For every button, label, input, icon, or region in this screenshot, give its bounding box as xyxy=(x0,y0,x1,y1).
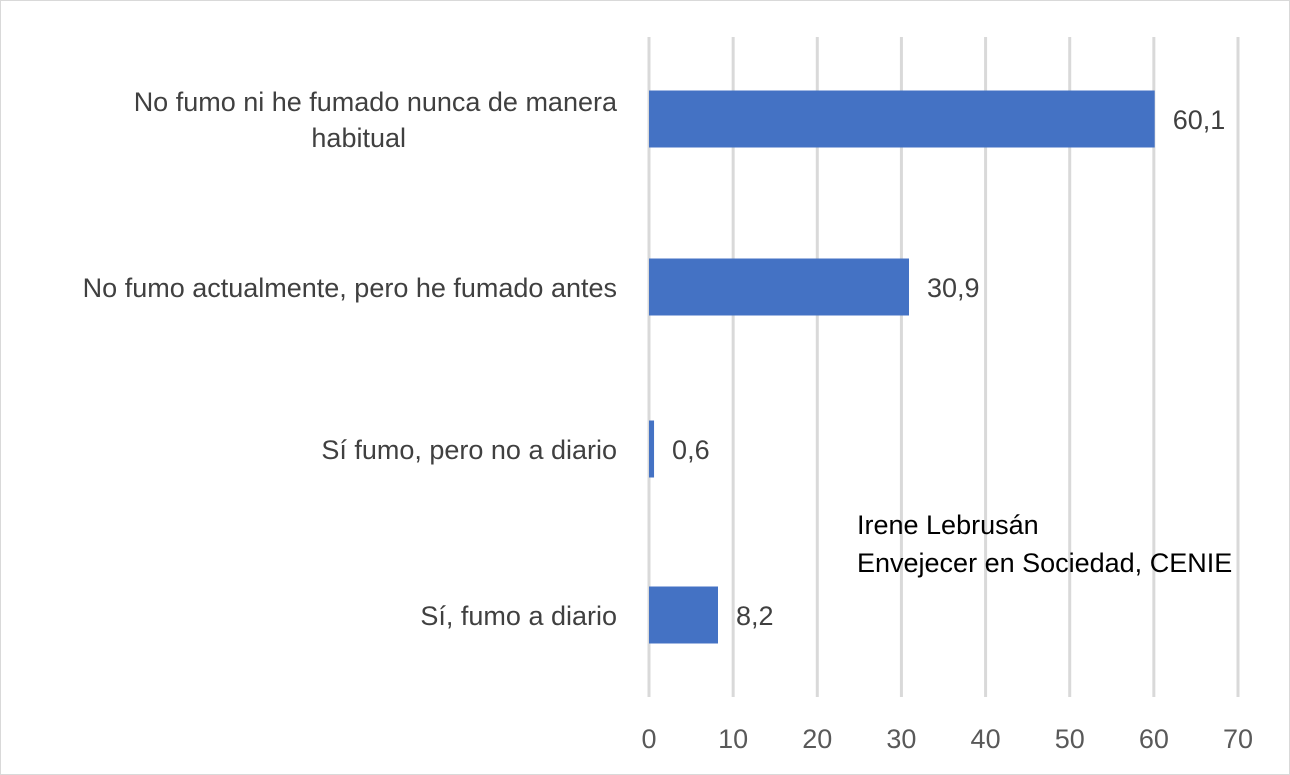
category-label: No fumo ni he fumado nunca de manera habi… xyxy=(134,87,618,153)
data-label: 0,6 xyxy=(672,435,710,465)
bar xyxy=(649,420,655,478)
x-tick-label: 0 xyxy=(641,724,656,754)
category-label-line: No fumo actualmente, pero he fumado ante… xyxy=(83,273,617,303)
category-label-line: Sí fumo, pero no a diario xyxy=(321,435,617,465)
category-labels: No fumo ni he fumado nunca de manera habi… xyxy=(83,87,618,631)
category-label: Sí, fumo a diario xyxy=(420,601,617,631)
category-label-line: No fumo ni he fumado nunca de manera xyxy=(134,87,618,117)
x-tick-label: 20 xyxy=(802,724,832,754)
annotation-author: Irene Lebrusán xyxy=(857,510,1039,540)
source-annotation: Irene Lebrusán Envejecer en Sociedad, CE… xyxy=(857,506,1232,582)
data-label: 30,9 xyxy=(927,273,980,303)
x-tick-label: 10 xyxy=(718,724,748,754)
x-tick-label: 70 xyxy=(1223,724,1253,754)
data-label: 60,1 xyxy=(1173,105,1226,135)
category-label-line: habitual xyxy=(311,123,406,153)
category-label: No fumo actualmente, pero he fumado ante… xyxy=(83,273,617,303)
x-tick-label: 60 xyxy=(1139,724,1169,754)
bars xyxy=(649,90,1155,644)
bar xyxy=(649,90,1155,148)
data-labels: 60,1 30,9 0,6 8,2 xyxy=(672,105,1225,631)
bar xyxy=(649,258,910,316)
x-tick-labels: 0 10 20 30 40 50 60 70 xyxy=(641,724,1253,754)
x-tick-label: 40 xyxy=(971,724,1001,754)
x-tick-label: 50 xyxy=(1055,724,1085,754)
bar xyxy=(649,586,718,644)
annotation-source: Envejecer en Sociedad, CENIE xyxy=(857,548,1233,578)
data-label: 8,2 xyxy=(736,601,774,631)
x-tick-label: 30 xyxy=(886,724,916,754)
category-label-line: Sí, fumo a diario xyxy=(420,601,617,631)
category-label: Sí fumo, pero no a diario xyxy=(321,435,617,465)
